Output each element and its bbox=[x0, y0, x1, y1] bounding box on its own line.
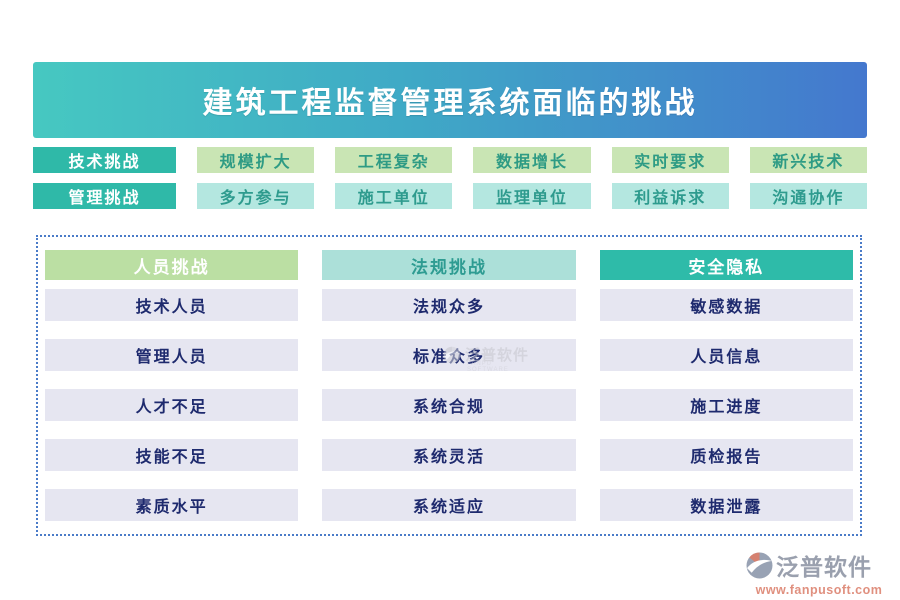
cell-quality-report: 质检报告 bbox=[599, 439, 853, 471]
fanpu-logo-icon bbox=[746, 552, 773, 579]
tag-interest-demands: 利益诉求 bbox=[611, 183, 729, 209]
tag-construction-unit: 施工单位 bbox=[335, 183, 453, 209]
column-security-privacy: 安全隐私 敏感数据 人员信息 施工进度 质检报告 数据泄露 bbox=[599, 250, 853, 521]
cell-quality-level: 素质水平 bbox=[45, 489, 299, 521]
column-personnel-challenge: 人员挑战 技术人员 管理人员 人才不足 技能不足 素质水平 bbox=[45, 250, 299, 521]
tag-row-management: 管理挑战 多方参与 施工单位 监理单位 利益诉求 沟通协作 bbox=[33, 183, 868, 209]
cell-system-compliance: 系统合规 bbox=[322, 389, 576, 421]
tag-realtime-requirement: 实时要求 bbox=[611, 147, 729, 173]
tag-label-technical-challenge: 技术挑战 bbox=[33, 147, 176, 173]
column-header-personnel: 人员挑战 bbox=[45, 250, 299, 280]
brand-url: www.fanpusoft.com bbox=[755, 583, 883, 597]
tag-project-complexity: 工程复杂 bbox=[335, 147, 453, 173]
cell-skill-shortage: 技能不足 bbox=[45, 439, 299, 471]
cell-construction-progress: 施工进度 bbox=[599, 389, 853, 421]
tag-supervision-unit: 监理单位 bbox=[473, 183, 591, 209]
cell-data-leakage: 数据泄露 bbox=[599, 489, 853, 521]
column-header-security: 安全隐私 bbox=[599, 250, 853, 280]
footer-brand: 泛普软件 www.fanpusoft.com bbox=[746, 548, 892, 597]
tag-label-management-challenge: 管理挑战 bbox=[33, 183, 176, 209]
cell-system-flexibility: 系统灵活 bbox=[322, 439, 576, 471]
challenge-detail-panel: 人员挑战 技术人员 管理人员 人才不足 技能不足 素质水平 法规挑战 法规众多 … bbox=[36, 235, 862, 536]
tag-emerging-tech: 新兴技术 bbox=[749, 147, 868, 173]
cell-system-adaptability: 系统适应 bbox=[322, 489, 576, 521]
cell-personnel-info: 人员信息 bbox=[599, 339, 853, 371]
cell-talent-shortage: 人才不足 bbox=[45, 389, 299, 421]
cell-technical-staff: 技术人员 bbox=[45, 289, 299, 321]
tag-communication: 沟通协作 bbox=[749, 183, 868, 209]
tag-data-growth: 数据增长 bbox=[473, 147, 591, 173]
tag-row-technical: 技术挑战 规模扩大 工程复杂 数据增长 实时要求 新兴技术 bbox=[33, 147, 868, 173]
column-regulation-challenge: 法规挑战 法规众多 标准众多 系统合规 系统灵活 系统适应 bbox=[322, 250, 576, 521]
tag-scale-growth: 规模扩大 bbox=[197, 147, 315, 173]
page-title: 建筑工程监督管理系统面临的挑战 bbox=[33, 62, 867, 138]
cell-sensitive-data: 敏感数据 bbox=[599, 289, 853, 321]
brand-name: 泛普软件 bbox=[776, 554, 872, 580]
cell-many-regulations: 法规众多 bbox=[322, 289, 576, 321]
tag-multi-party: 多方参与 bbox=[197, 183, 315, 209]
cell-many-standards: 标准众多 bbox=[322, 339, 576, 371]
cell-management-staff: 管理人员 bbox=[45, 339, 299, 371]
column-header-regulation: 法规挑战 bbox=[322, 250, 576, 280]
